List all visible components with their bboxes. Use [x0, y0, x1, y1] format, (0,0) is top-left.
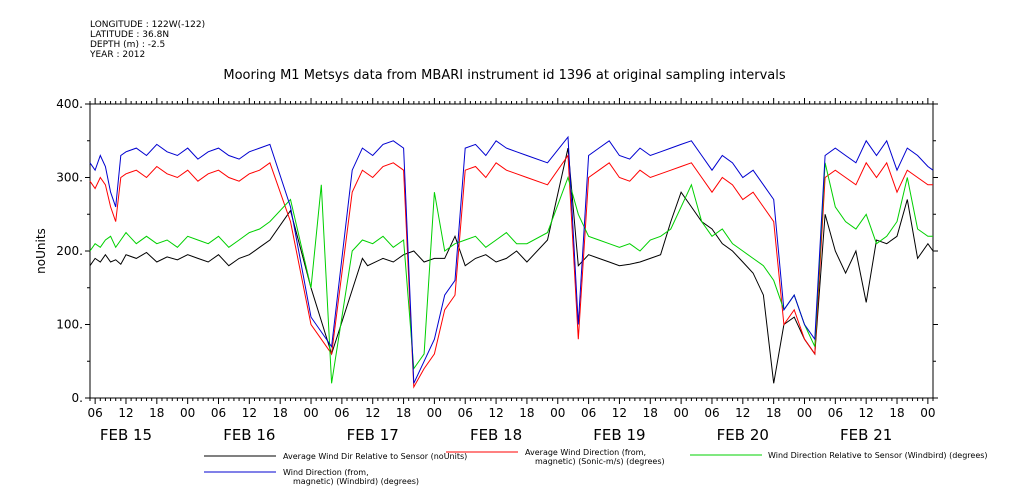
x-tick-label: 00: [673, 406, 688, 420]
x-tick-label: 18: [149, 406, 164, 420]
x-tick-label: 06: [87, 406, 102, 420]
x-tick-label: 00: [180, 406, 195, 420]
year-text: YEAR : 2012: [90, 50, 146, 60]
x-tick-label: 00: [920, 406, 935, 420]
x-tick-label: 12: [365, 406, 380, 420]
series-line-2: [89, 154, 933, 389]
depth-text: DEPTH (m) : -2.5: [90, 40, 166, 50]
legend-label-1: Average Wind Dir Relative to Sensor (noU…: [283, 452, 467, 461]
chart-title: Mooring M1 Metsys data from MBARI instru…: [223, 68, 786, 83]
y-tick-label: 200.: [56, 244, 83, 258]
x-tick-label: 18: [519, 406, 534, 420]
y-tick-label: 0.: [72, 391, 83, 405]
x-tick-label: 12: [859, 406, 874, 420]
x-date-label: FEB 17: [347, 426, 399, 444]
x-tick-label: 06: [211, 406, 226, 420]
y-tick-label: 300.: [56, 171, 83, 185]
x-tick-label: 00: [427, 406, 442, 420]
series-line-1: [89, 147, 934, 384]
x-tick-label: 06: [458, 406, 473, 420]
x-date-label: FEB 16: [223, 426, 275, 444]
x-tick-label: 00: [303, 406, 318, 420]
x-date-label: FEB 21: [840, 426, 892, 444]
x-tick-label: 12: [612, 406, 627, 420]
legend-label-4: Wind Direction (from, magnetic) (Windbird…: [283, 468, 419, 486]
x-tick-label: 06: [334, 406, 349, 420]
x-tick-label: 18: [273, 406, 288, 420]
y-tick-label: 100.: [56, 318, 83, 332]
x-tick-label: 06: [581, 406, 596, 420]
x-date-label: FEB 19: [593, 426, 645, 444]
x-tick-label: 12: [242, 406, 257, 420]
series-line-4: [89, 135, 934, 384]
x-tick-label: 12: [735, 406, 750, 420]
y-axis-label: noUnits: [34, 228, 48, 274]
legend-label-2: Average Wind Direction (from, magnetic) (…: [525, 448, 665, 466]
x-tick-label: 00: [550, 406, 565, 420]
x-tick-label: 18: [889, 406, 904, 420]
x-tick-label: 00: [797, 406, 812, 420]
x-date-label: FEB 20: [717, 426, 769, 444]
x-tick-label: 12: [488, 406, 503, 420]
latitude-text: LATITUDE : 36.8N: [90, 30, 170, 40]
x-date-label: FEB 18: [470, 426, 522, 444]
x-tick-label: 12: [118, 406, 133, 420]
legend-label-3: Wind Direction Relative to Sensor (Windb…: [768, 451, 988, 460]
x-tick-label: 18: [396, 406, 411, 420]
series-line-3: [89, 162, 933, 384]
x-tick-label: 06: [704, 406, 719, 420]
x-tick-label: 18: [766, 406, 781, 420]
x-tick-label: 06: [828, 406, 843, 420]
y-tick-label: 400.: [56, 97, 83, 111]
longitude-text: LONGITUDE : 122W(-122): [90, 20, 206, 30]
x-date-label: FEB 15: [100, 426, 152, 444]
plot-frame: [89, 103, 934, 399]
x-tick-label: 18: [643, 406, 658, 420]
metadata-block: LONGITUDE : 122W(-122) LATITUDE : 36.8N …: [90, 20, 205, 60]
